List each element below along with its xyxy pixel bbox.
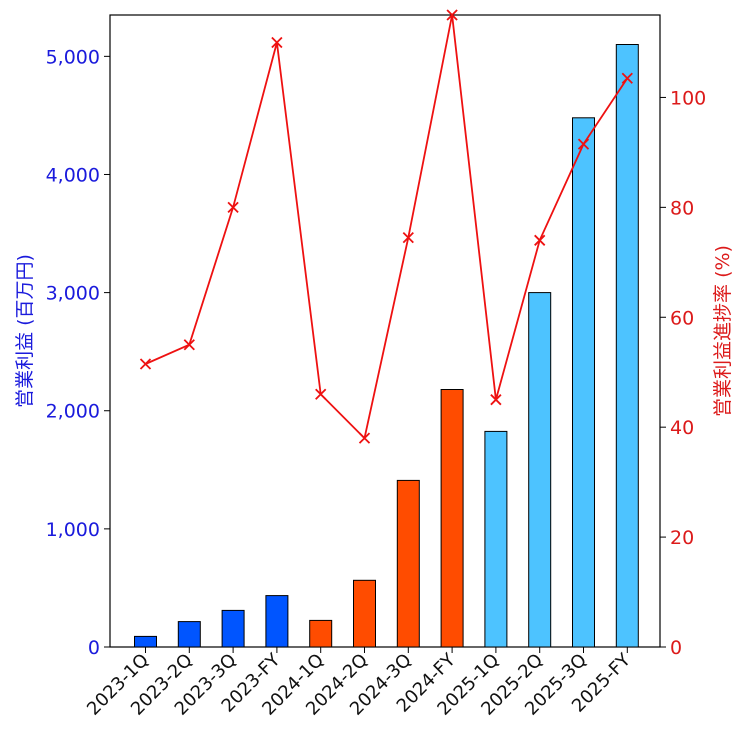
bar-2023-1Q	[134, 635, 157, 648]
bar-2023-FY	[265, 595, 289, 648]
progress-point-2025-3Q	[577, 138, 590, 150]
progress-point-2023-3Q	[227, 201, 239, 213]
bar-2024-2Q	[353, 579, 376, 648]
left-tick-label: 4,000	[46, 164, 100, 186]
bar-2025-1Q	[484, 430, 508, 648]
left-axis-label: 営業利益 (百万円)	[14, 254, 36, 408]
progress-point-2024-3Q	[402, 231, 414, 244]
right-tick-label: 100	[670, 87, 706, 109]
bar-2024-3Q	[396, 479, 420, 648]
right-tick-label: 80	[670, 197, 694, 219]
progress-point-2025-1Q	[490, 394, 502, 406]
progress-line-series	[139, 9, 633, 444]
bar-2025-3Q	[572, 117, 595, 648]
right-tick-label: 20	[670, 527, 694, 549]
left-y-axis: 0 1,000 2,000 3,000 4,000 5,000	[46, 46, 110, 659]
progress-point-2023-2Q	[183, 339, 195, 351]
right-axis-label: 営業利益進捗率 (%)	[712, 245, 734, 417]
progress-point-2025-FY	[621, 72, 633, 84]
bar-2023-3Q	[221, 609, 245, 648]
right-tick-label: 60	[670, 307, 694, 329]
bar-2025-2Q	[528, 292, 552, 648]
progress-point-2023-1Q	[139, 358, 152, 370]
left-tick-label: 1,000	[46, 519, 100, 541]
left-tick-label: 3,000	[46, 283, 100, 305]
progress-point-2024-FY	[446, 9, 458, 21]
bar-2024-FY	[440, 389, 464, 648]
x-axis: 2023-1Q2023-2Q2023-3Q2023-FY2024-1Q2024-…	[83, 647, 636, 720]
bar-2024-1Q	[309, 619, 333, 648]
bar-series	[134, 44, 639, 648]
progress-point-2024-1Q	[315, 388, 327, 400]
progress-line	[145, 14, 629, 441]
right-tick-label: 40	[670, 417, 694, 439]
progress-point-2025-2Q	[534, 234, 546, 246]
left-tick-label: 5,000	[46, 46, 100, 68]
progress-point-2024-2Q	[358, 432, 371, 444]
bar-2025-FY	[615, 44, 639, 648]
right-tick-label: 0	[670, 637, 682, 659]
bar-2023-2Q	[177, 621, 201, 648]
plot-frame	[109, 14, 661, 648]
progress-point-2023-FY	[271, 36, 283, 49]
left-tick-label: 2,000	[46, 401, 100, 423]
left-tick-label: 0	[88, 637, 100, 659]
right-y-axis: 0 20 40 60 80 100	[660, 87, 706, 659]
